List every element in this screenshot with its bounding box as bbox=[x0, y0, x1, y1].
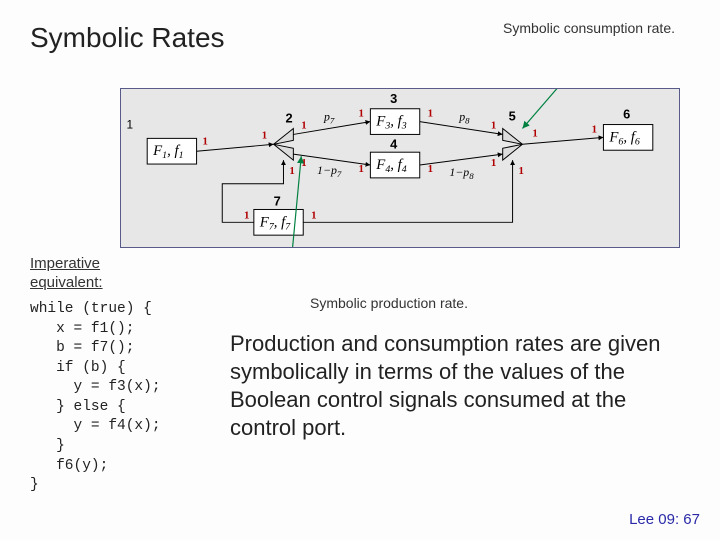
edge-1-2 bbox=[197, 144, 274, 151]
svg-text:1: 1 bbox=[491, 157, 496, 169]
diagram-svg: 1 F1, f1 F3, f3 3 F4, f4 4 F6, f6 6 F7, … bbox=[121, 89, 679, 247]
svg-text:1: 1 bbox=[491, 120, 496, 132]
node-number-5: 5 bbox=[509, 109, 516, 124]
node-number-7: 7 bbox=[274, 194, 281, 209]
svg-text:1: 1 bbox=[203, 135, 208, 147]
svg-text:1−p7: 1−p7 bbox=[317, 163, 342, 179]
svg-text:1: 1 bbox=[262, 129, 267, 141]
svg-text:1: 1 bbox=[592, 123, 597, 135]
dataflow-diagram: 1 F1, f1 F3, f3 3 F4, f4 4 F6, f6 6 F7, … bbox=[120, 88, 680, 248]
svg-text:1: 1 bbox=[359, 163, 364, 175]
svg-text:1: 1 bbox=[428, 108, 433, 120]
slide-footer: Lee 09: 67 bbox=[629, 511, 700, 528]
node-f6: F6, f6 6 bbox=[603, 107, 652, 151]
body-paragraph: Production and consumption rates are giv… bbox=[230, 330, 690, 443]
imperative-label-line2: equivalent: bbox=[30, 274, 103, 291]
svg-text:1: 1 bbox=[301, 120, 306, 132]
svg-text:p8: p8 bbox=[458, 110, 470, 126]
node-number-4: 4 bbox=[390, 136, 398, 151]
svg-text:1: 1 bbox=[289, 165, 294, 177]
svg-text:1: 1 bbox=[301, 157, 306, 169]
svg-text:1: 1 bbox=[359, 108, 364, 120]
slide-title: Symbolic Rates bbox=[30, 22, 225, 54]
node-f1: F1, f1 bbox=[147, 138, 196, 164]
arrow-consumption bbox=[522, 89, 597, 129]
node-f3: F3, f3 3 bbox=[370, 91, 419, 135]
svg-text:1: 1 bbox=[428, 163, 433, 175]
switch-2: 2 bbox=[274, 111, 294, 161]
svg-text:p7: p7 bbox=[323, 110, 335, 126]
imperative-equivalent-label: Imperative equivalent: bbox=[30, 255, 103, 293]
svg-text:1: 1 bbox=[532, 127, 537, 139]
code-block: while (true) { x = f1(); b = f7(); if (b… bbox=[30, 300, 161, 496]
leading-one: 1 bbox=[126, 118, 133, 132]
switch-5: 5 bbox=[503, 109, 523, 161]
annotation-consumption: Symbolic consumption rate. bbox=[503, 20, 675, 36]
node-number-3: 3 bbox=[390, 91, 397, 106]
imperative-label-line1: Imperative bbox=[30, 255, 100, 272]
svg-text:1: 1 bbox=[311, 209, 316, 221]
svg-text:1: 1 bbox=[519, 165, 524, 177]
node-number-2: 2 bbox=[285, 111, 292, 126]
svg-text:1: 1 bbox=[244, 209, 249, 221]
node-number-6: 6 bbox=[623, 107, 630, 122]
svg-text:1−p8: 1−p8 bbox=[449, 165, 474, 181]
annotation-production: Symbolic production rate. bbox=[310, 295, 468, 311]
node-f4: F4, f4 4 bbox=[370, 136, 419, 178]
